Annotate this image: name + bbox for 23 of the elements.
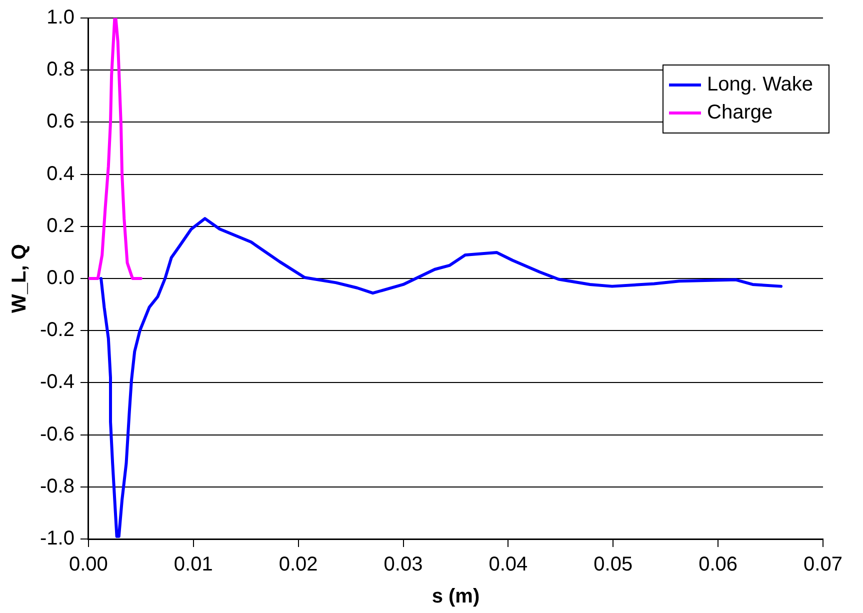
y-tick-label: 0.4 — [46, 162, 74, 185]
x-tick-label: 0.02 — [278, 554, 318, 576]
y-tick-label: -0.6 — [40, 423, 74, 446]
x-tick-label: 0.05 — [594, 554, 633, 576]
x-axis-title: s (m) — [432, 586, 480, 608]
y-tick-label: 0.6 — [46, 110, 74, 133]
y-tick-label: 0.0 — [46, 267, 74, 290]
y-tick-label: -0.8 — [40, 475, 74, 498]
y-tick-label: 1.0 — [46, 6, 74, 29]
y-axis-title: W_L, Q — [8, 244, 31, 313]
x-tick-label: 0.04 — [488, 554, 528, 576]
y-tick-label: -1.0 — [40, 528, 74, 550]
y-tick-label: -0.2 — [40, 319, 74, 342]
x-tick-label: 0.06 — [698, 554, 738, 576]
y-tick-label: 0.8 — [46, 58, 74, 81]
x-tick-label: 0.07 — [804, 554, 842, 576]
legend-label: Long. Wake — [707, 74, 813, 96]
x-tick-label: 0.01 — [174, 554, 213, 576]
y-tick-label: -0.4 — [40, 371, 74, 394]
x-tick-label: 0.00 — [68, 554, 108, 576]
y-tick-label: 0.2 — [46, 214, 74, 237]
x-tick-label: 0.03 — [384, 554, 423, 576]
legend-label: Charge — [707, 102, 773, 124]
